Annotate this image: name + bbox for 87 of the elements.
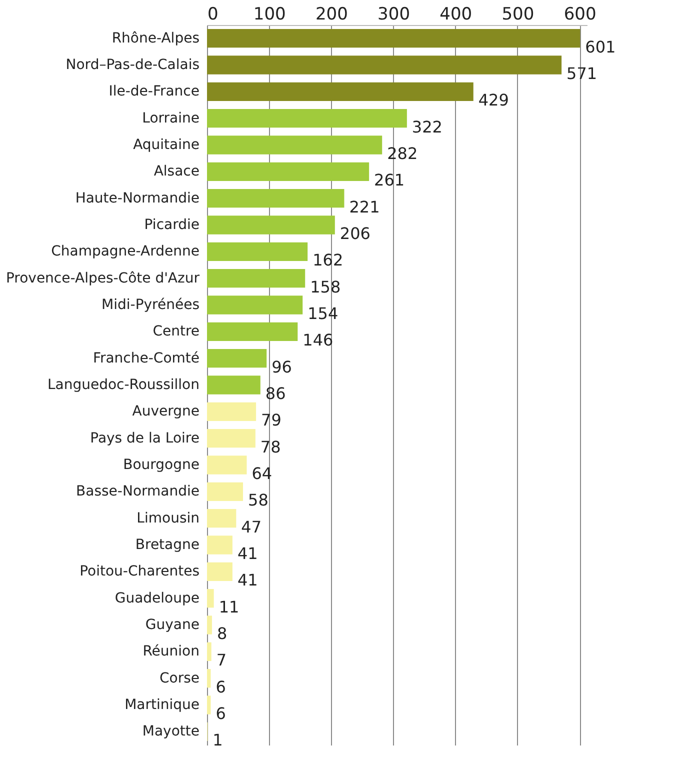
x-tick-label: 500 <box>502 4 534 24</box>
data-label: 261 <box>374 170 405 190</box>
y-tick-label: Guadeloupe <box>114 590 200 606</box>
data-label: 41 <box>237 570 258 590</box>
y-tick-label: Poitou-Charentes <box>80 564 200 580</box>
bar <box>207 669 211 688</box>
bar <box>207 376 260 394</box>
data-label: 322 <box>412 117 442 136</box>
y-tick-label: Aquitaine <box>133 137 200 153</box>
bar <box>207 296 303 314</box>
data-label: 41 <box>237 544 258 563</box>
y-tick-label: Centre <box>152 324 200 340</box>
y-tick-label: Provence-Alpes-Côte d'Azur <box>6 270 200 286</box>
data-label: 221 <box>349 197 380 216</box>
bar <box>207 429 256 448</box>
data-label: 429 <box>478 90 509 110</box>
bar <box>207 189 344 208</box>
bar <box>207 242 308 261</box>
bar <box>207 322 298 341</box>
y-tick-label: Guyane <box>145 617 200 633</box>
data-label: 158 <box>310 277 341 296</box>
x-tick-label: 200 <box>315 4 348 24</box>
bar <box>207 642 212 661</box>
data-label: 146 <box>302 330 334 350</box>
x-tick-label: 300 <box>378 4 410 24</box>
data-label: 282 <box>387 144 418 163</box>
x-tick-label: 400 <box>440 4 472 24</box>
data-label: 86 <box>265 384 286 403</box>
y-tick-label: Haute-Normandie <box>75 190 200 206</box>
data-label: 58 <box>248 490 268 510</box>
y-tick-label: Bourgogne <box>123 457 200 473</box>
data-label: 79 <box>261 410 282 430</box>
y-tick-label: Auvergne <box>132 404 200 420</box>
data-label: 8 <box>216 624 228 643</box>
data-label: 154 <box>308 304 338 323</box>
bar <box>207 136 382 154</box>
y-tick-label: Bretagne <box>135 537 200 553</box>
y-tick-label: Limousin <box>136 510 200 526</box>
bar <box>207 109 407 128</box>
bar <box>207 562 232 581</box>
bar <box>207 349 267 368</box>
x-tick-label: 600 <box>564 4 596 24</box>
y-tick-label: Mayotte <box>142 724 200 740</box>
bar <box>207 29 580 48</box>
bar <box>207 82 474 101</box>
y-tick-label: Franche-Comté <box>92 350 200 366</box>
data-label: 11 <box>218 597 240 616</box>
bar <box>207 269 306 288</box>
y-tick-label: Languedoc-Roussillon <box>47 377 200 393</box>
bar <box>207 56 562 74</box>
x-tick-label: 0 <box>208 4 218 24</box>
bar <box>207 589 214 608</box>
bar <box>207 696 211 714</box>
data-label: 7 <box>216 650 227 670</box>
data-label: 6 <box>216 704 226 723</box>
bar <box>207 216 335 234</box>
bar <box>207 162 370 181</box>
data-label: 601 <box>585 37 616 56</box>
y-tick-label: Champagne-Ardenne <box>51 244 200 260</box>
y-tick-label: Basse-Normandie <box>76 484 200 500</box>
bar <box>207 482 244 501</box>
data-label: 6 <box>216 677 226 696</box>
data-label: 96 <box>272 357 292 376</box>
y-tick-label: Lorraine <box>142 110 200 126</box>
x-tick-label: 100 <box>253 4 286 24</box>
data-label: 47 <box>241 517 262 536</box>
bar <box>207 616 212 634</box>
y-tick-label: Pays de la Loire <box>90 430 200 446</box>
y-tick-label: Rhône-Alpes <box>112 30 200 46</box>
y-tick-label: Nord–Pas-de-Calais <box>66 57 200 73</box>
bar <box>207 536 232 554</box>
y-tick-label: Martinique <box>124 697 200 713</box>
y-tick-label: Réunion <box>142 644 200 660</box>
bar <box>207 456 247 474</box>
data-label: 206 <box>340 224 370 243</box>
data-label: 78 <box>260 437 281 456</box>
y-tick-label: Midi-Pyrénées <box>102 297 200 313</box>
data-label: 1 <box>212 730 223 750</box>
data-label: 64 <box>252 464 272 483</box>
data-label: 162 <box>312 250 344 270</box>
y-tick-label: Picardie <box>144 217 200 233</box>
y-tick-label: Corse <box>159 670 200 686</box>
bar <box>207 402 256 421</box>
y-tick-label: Ile-de-France <box>108 84 200 100</box>
y-tick-label: Alsace <box>154 164 200 180</box>
data-label: 571 <box>566 64 598 83</box>
bar <box>207 509 236 528</box>
